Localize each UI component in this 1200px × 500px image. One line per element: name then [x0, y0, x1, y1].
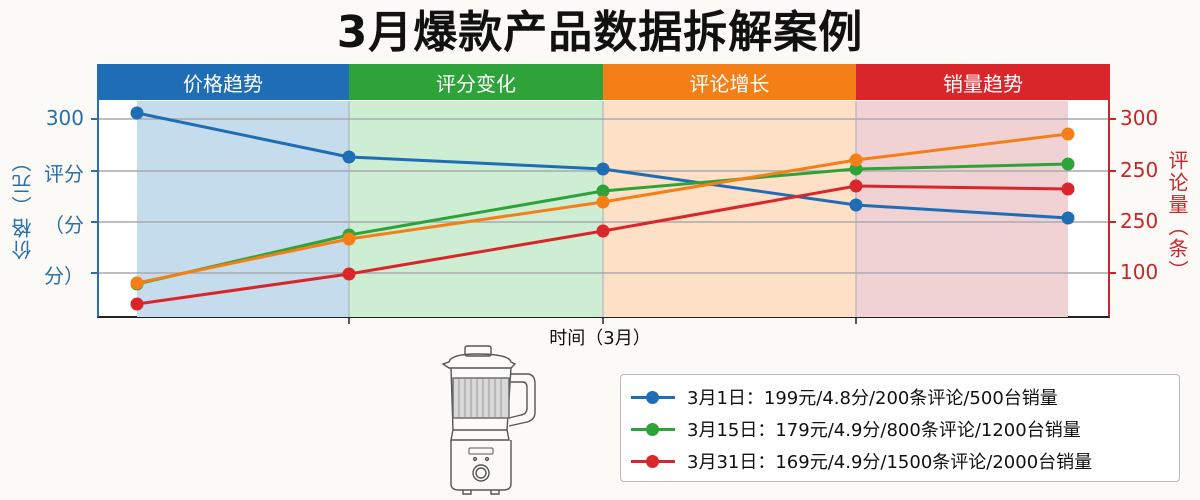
header-price-trend: 价格趋势: [97, 64, 349, 100]
legend-swatch-blue-icon: [631, 389, 675, 405]
legend: 3月1日：199元/4.8分/200条评论/500台销量 3月15日：179元/…: [620, 374, 1180, 482]
chart-title: 3月爆款产品数据拆解案例: [336, 7, 864, 58]
data-series: [130, 106, 1075, 311]
legend-swatch-green-icon: [631, 421, 675, 437]
section-header-bar: 价格趋势 评分变化 评论增长 销量趋势: [97, 64, 1110, 100]
legend-label: 3月1日：199元/4.8分/200条评论/500台销量: [687, 388, 1058, 409]
y-tick-right: 250: [1120, 209, 1159, 233]
y-tick-left: 分）: [44, 264, 84, 288]
y-tick-right: 250: [1120, 158, 1159, 182]
x-axis-label: 时间（3月）: [549, 328, 651, 349]
legend-item-mar-15: 3月15日：179元/4.9分/800条评论/1200台销量: [631, 413, 1179, 445]
y-tick-left: （分: [44, 213, 84, 237]
header-review-growth: 评论增长: [603, 64, 856, 100]
legend-item-mar-1: 3月1日：199元/4.8分/200条评论/500台销量: [631, 381, 1179, 413]
legend-item-mar-31: 3月31日：169元/4.9分/1500条评论/2000台销量: [631, 445, 1179, 477]
legend-label: 3月15日：179元/4.9分/800条评论/1200台销量: [687, 420, 1081, 441]
y-tick-right: 100: [1120, 260, 1159, 284]
legend-swatch-red-icon: [631, 453, 675, 469]
y-axis-label-right: 评论量（条）: [1165, 150, 1189, 282]
blender-illustration-icon: [441, 345, 536, 495]
y-tick-left: 评分: [44, 162, 84, 186]
y-tick-right: 300: [1120, 106, 1159, 130]
header-rating-change: 评分变化: [349, 64, 603, 100]
y-tick-left: 300: [45, 106, 84, 130]
legend-label: 3月31日：169元/4.9分/1500条评论/2000台销量: [687, 452, 1093, 473]
header-sales-trend: 销量趋势: [856, 64, 1110, 100]
